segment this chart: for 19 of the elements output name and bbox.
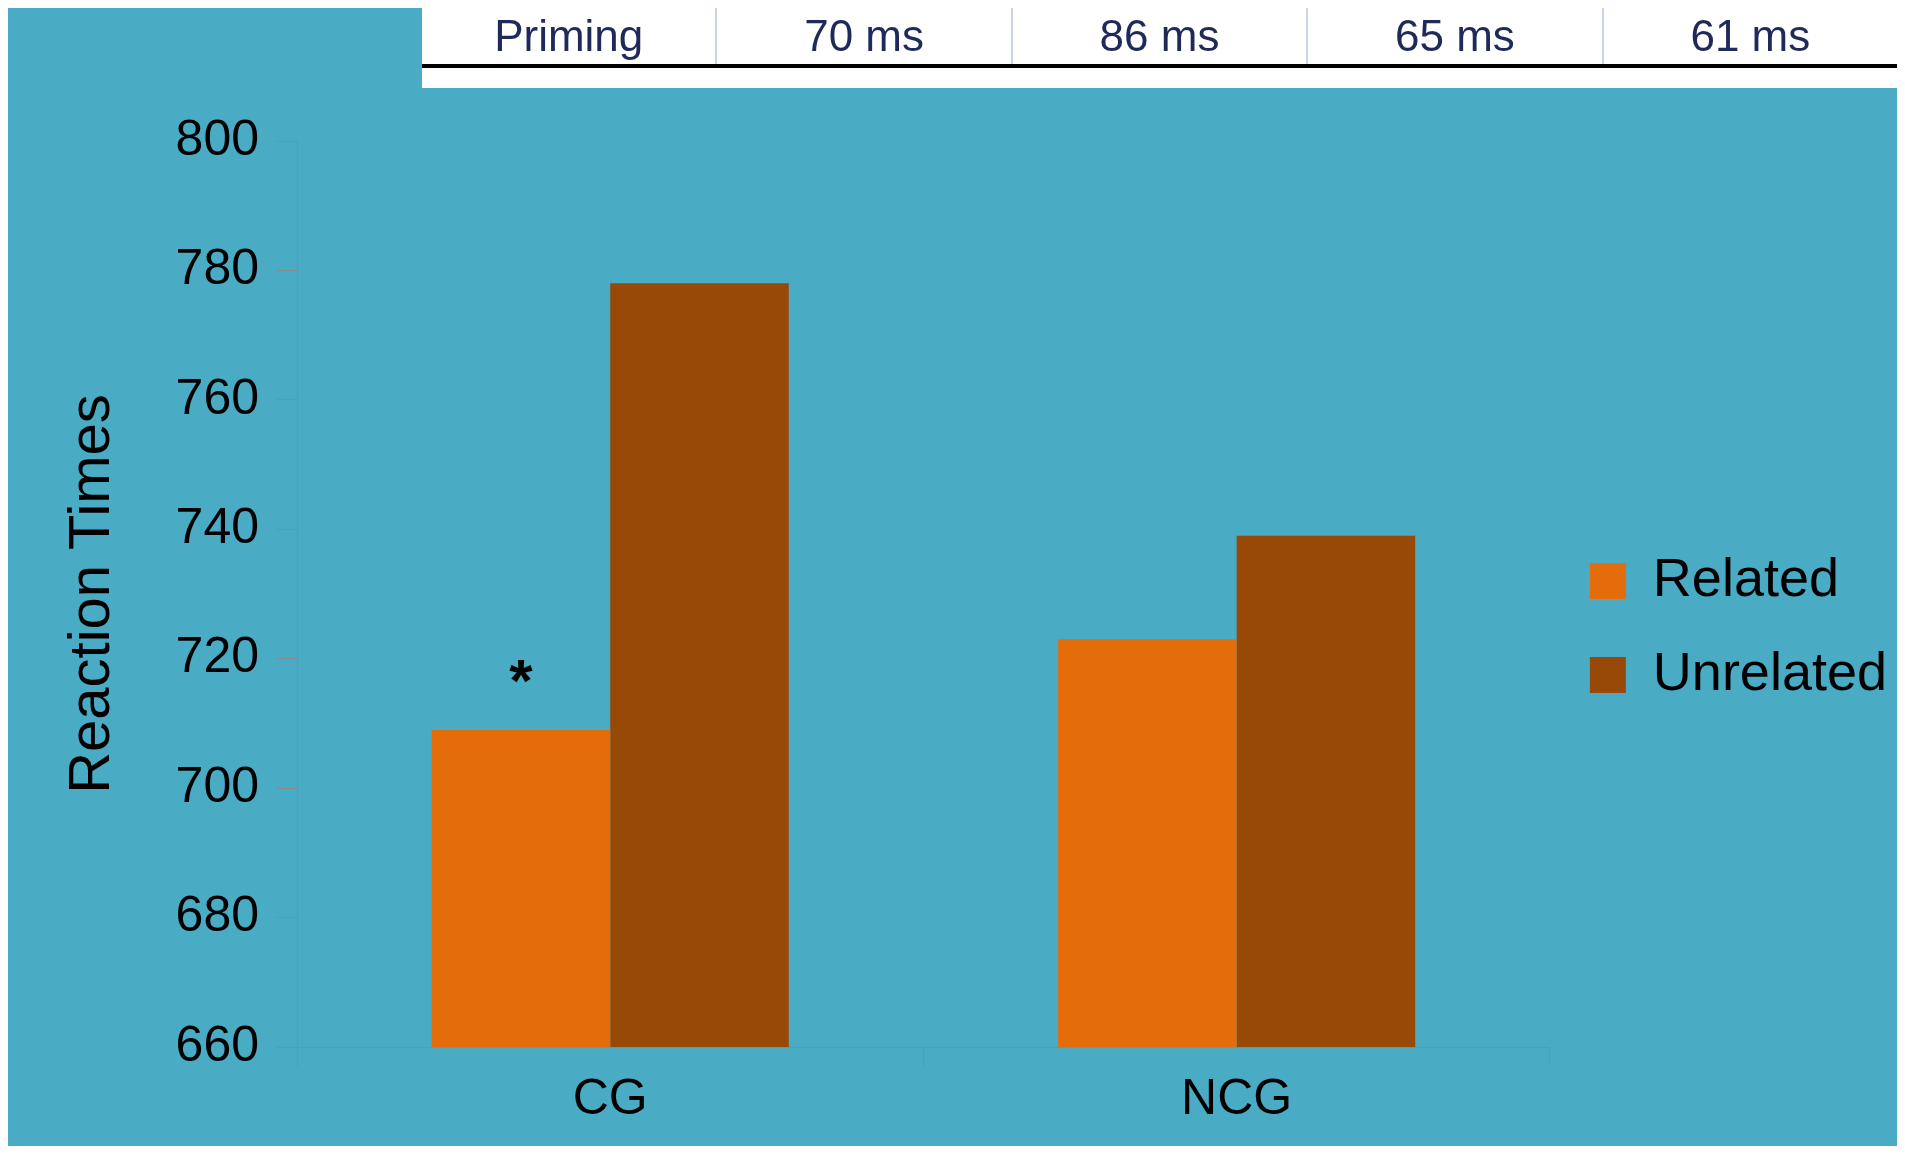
y-tick-label: 800 <box>175 109 260 166</box>
y-tick-label: 760 <box>175 368 260 425</box>
y-tick-label: 700 <box>175 756 260 813</box>
x-tick-label: NCG <box>1181 1068 1293 1125</box>
legend-label: Unrelated <box>1652 640 1887 701</box>
y-axis-title: Reaction Times <box>55 394 121 794</box>
y-tick-label: 660 <box>175 1015 260 1072</box>
y-tick-label: 720 <box>175 627 260 684</box>
text: 65 ms <box>1306 8 1602 64</box>
text: Priming <box>493 10 645 62</box>
legend-label: Related <box>1652 546 1839 607</box>
x-tick-label: CG <box>572 1068 648 1125</box>
text: 70 ms <box>715 8 1011 64</box>
y-tick-label: 680 <box>175 886 260 943</box>
text: 61 ms <box>1601 8 1898 64</box>
annotation: * <box>509 647 534 715</box>
y-tick-label: 780 <box>175 239 260 296</box>
text: 86 ms <box>1010 8 1307 64</box>
y-tick-label: 740 <box>175 498 260 555</box>
